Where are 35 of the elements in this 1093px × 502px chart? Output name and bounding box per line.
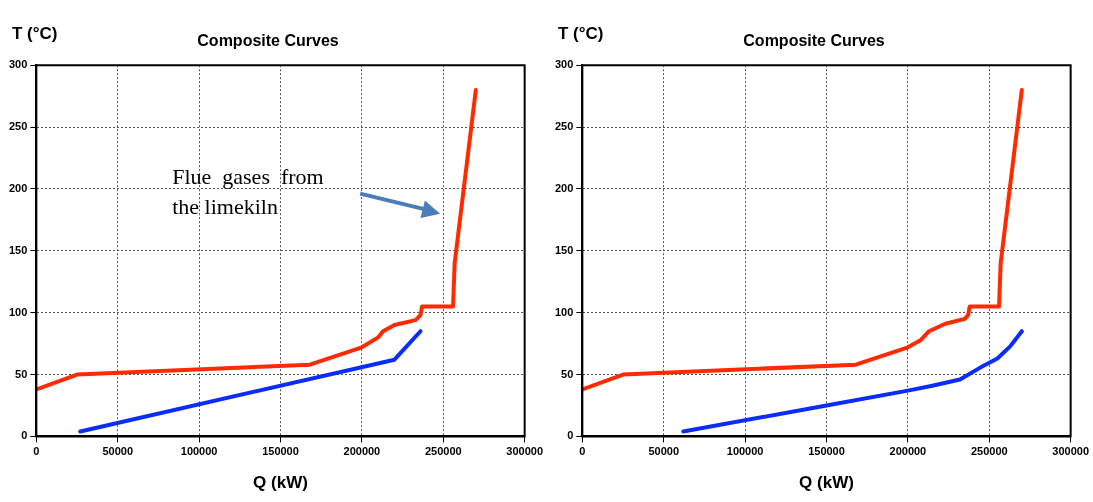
x-axis-title: Q (kW) [799, 473, 854, 493]
y-tick-label: 100 [8, 305, 28, 318]
y-tick-label: 200 [554, 181, 574, 194]
x-tick-label: 300000 [506, 445, 544, 458]
x-tick-label: 200000 [889, 445, 927, 458]
y-tick-label: 150 [8, 243, 28, 256]
y-tick-label: 250 [554, 120, 574, 133]
x-tick-label: 300000 [1052, 445, 1090, 458]
x-tick-label: 250000 [970, 445, 1008, 458]
y-tick-label: 300 [554, 58, 574, 71]
x-tick-label: 150000 [262, 445, 299, 458]
x-tick-label: 50000 [648, 445, 680, 458]
y-tick-label: 50 [15, 367, 28, 380]
y-tick-label: 100 [554, 305, 574, 318]
x-tick-label: 100000 [180, 445, 218, 458]
x-tick-label: 200000 [343, 445, 381, 458]
x-tick-label: 50000 [102, 445, 134, 458]
y-axis-title: T (°C) [558, 24, 604, 44]
y-tick-label: 300 [8, 58, 28, 71]
y-tick-label: 0 [21, 429, 28, 442]
y-tick-label: 200 [8, 181, 28, 194]
chart-title: Composite Curves [743, 32, 885, 50]
annotation: Flue gases from the limekiln [172, 163, 324, 219]
x-tick-label: 0 [579, 445, 586, 458]
y-tick-label: 250 [8, 120, 28, 133]
y-axis-title: T (°C) [12, 24, 58, 44]
chart-title: Composite Curves [197, 32, 339, 50]
x-tick-label: 250000 [424, 445, 462, 458]
y-tick-label: 50 [561, 367, 574, 380]
y-tick-label: 150 [554, 243, 574, 256]
x-tick-label: 100000 [726, 445, 764, 458]
x-tick-label: 150000 [808, 445, 845, 458]
x-tick-label: 0 [33, 445, 40, 458]
y-tick-label: 0 [567, 429, 574, 442]
x-axis-title: Q (kW) [253, 473, 308, 493]
